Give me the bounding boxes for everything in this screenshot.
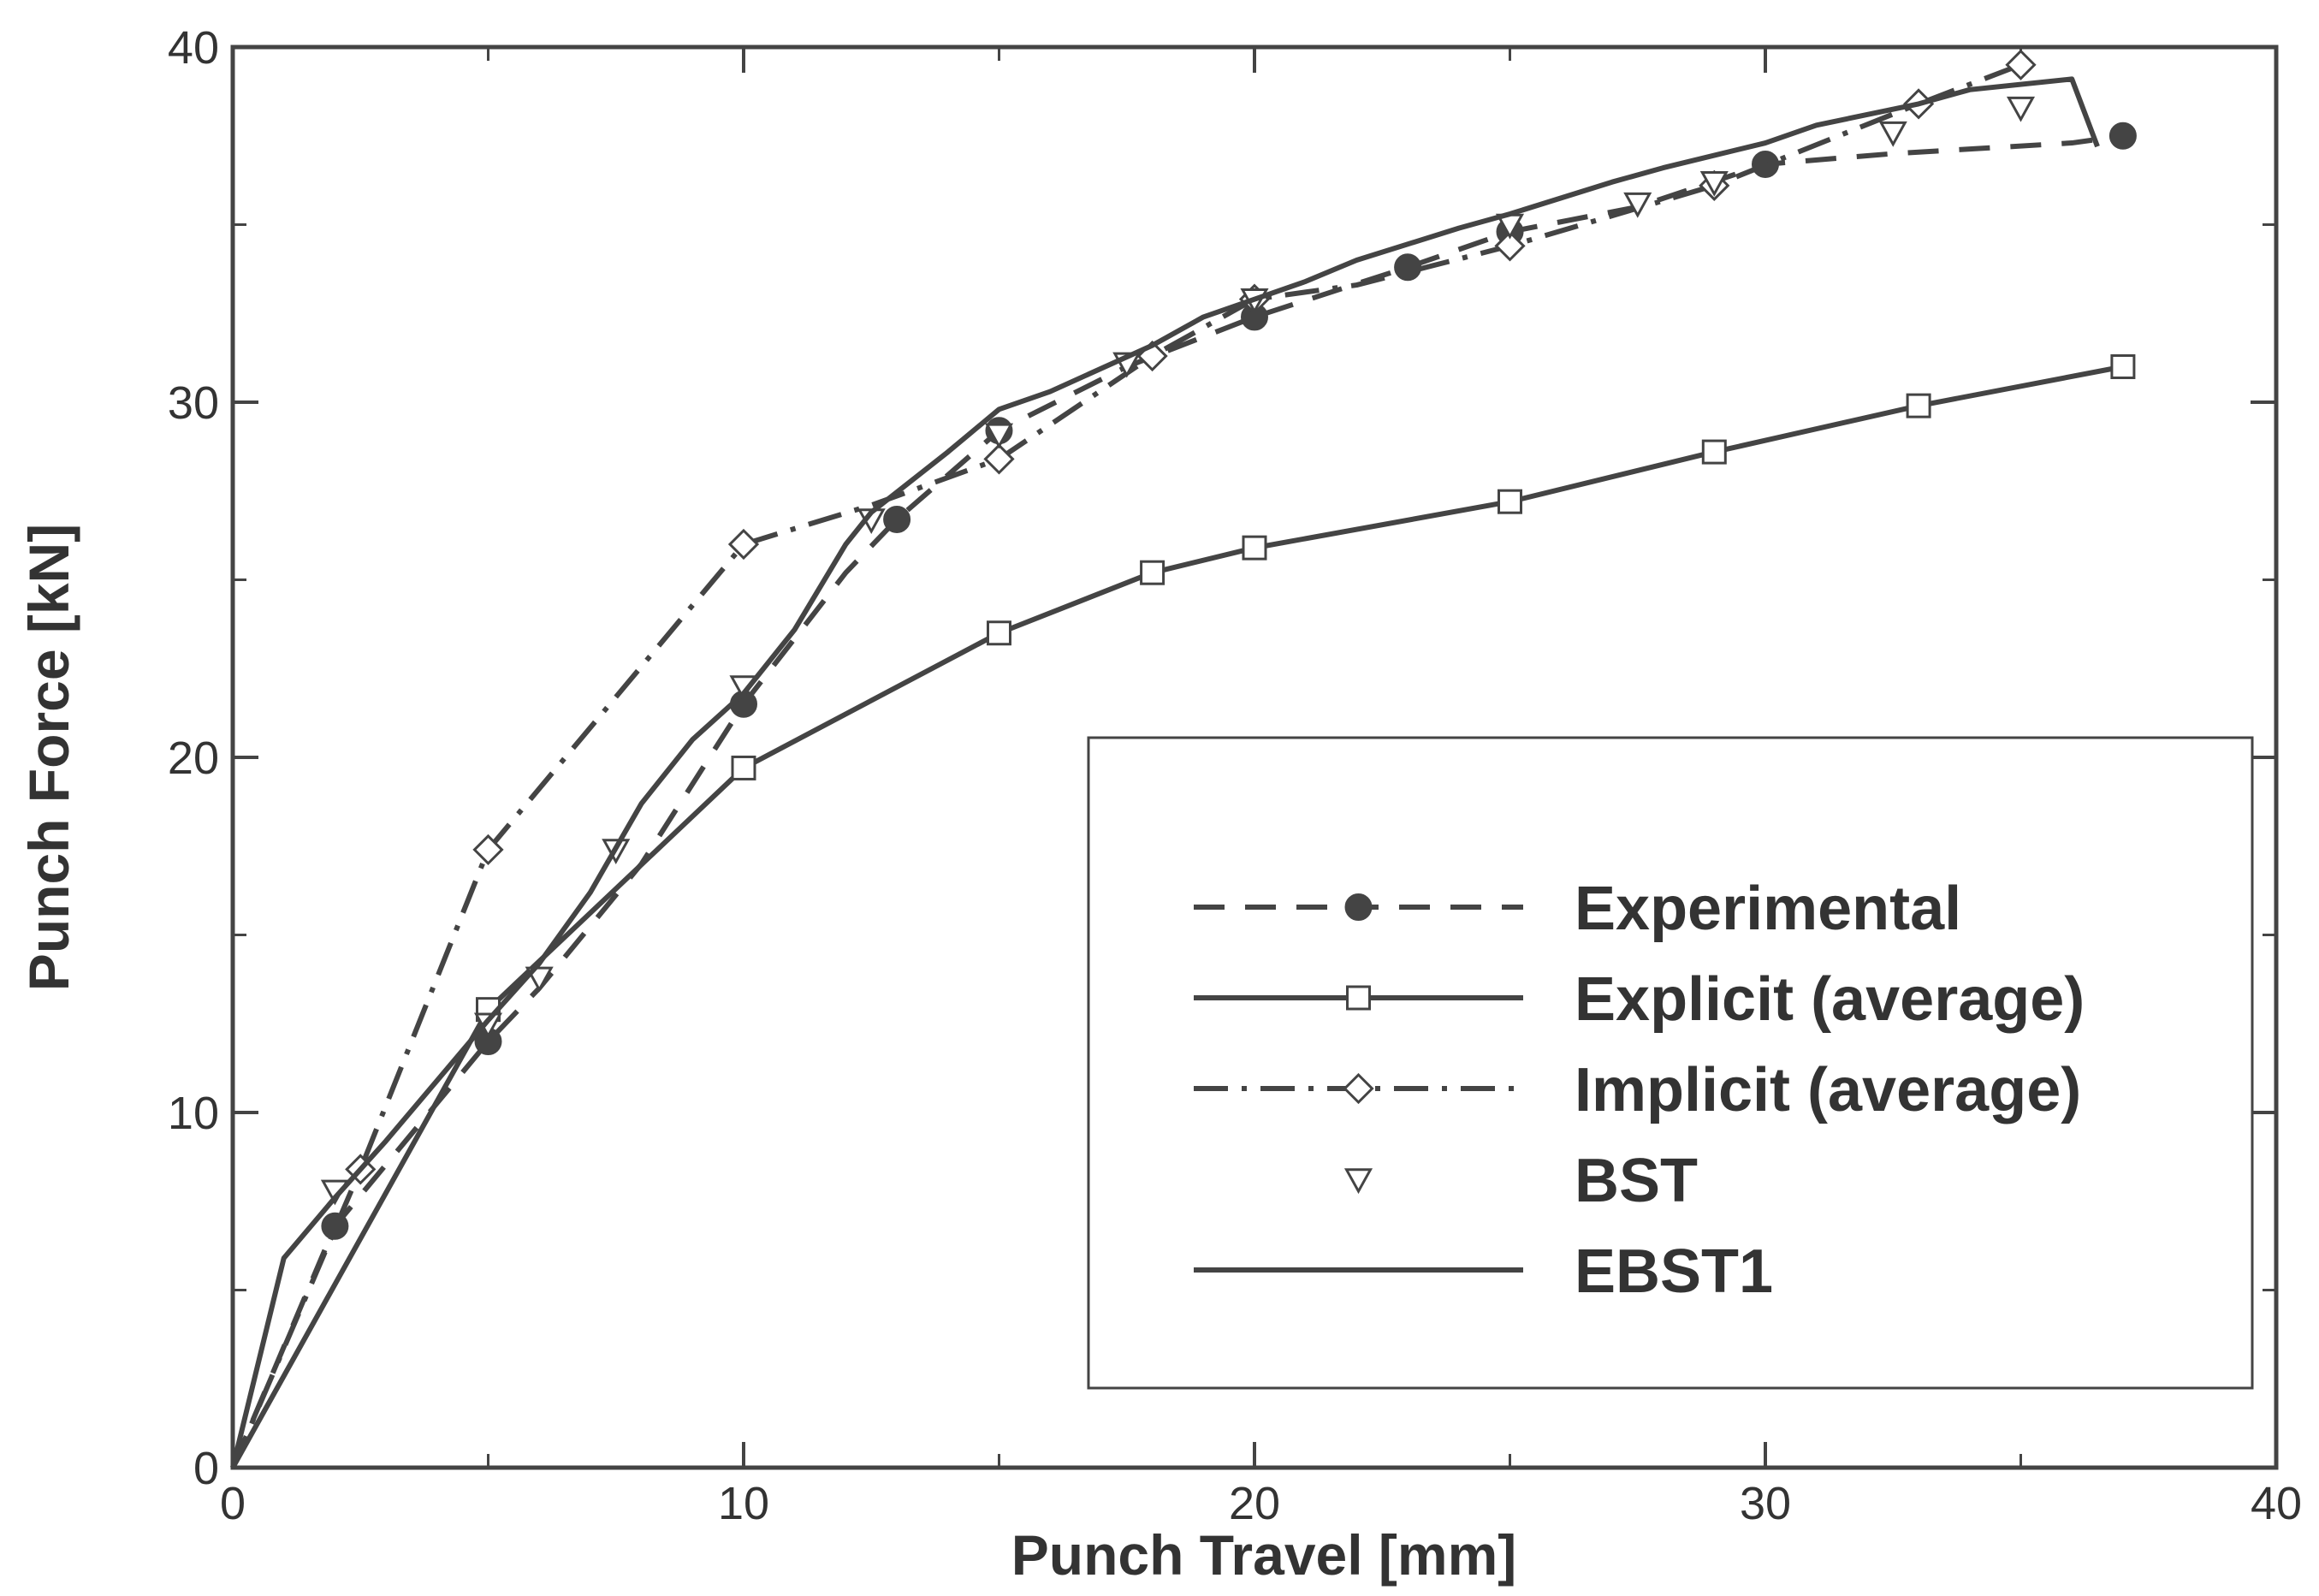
data-point-experimental: [2108, 122, 2137, 150]
data-point-implicit-average: [983, 443, 1015, 475]
data-point-explicit-average: [1498, 489, 1522, 514]
legend-label-ebst1: EBST1: [1575, 1237, 1773, 1306]
data-point-bst: [2006, 96, 2036, 122]
data-point-bst: [1878, 121, 1907, 147]
x-tick-label: 30: [1740, 1478, 1791, 1529]
series-layer: [230, 49, 2137, 1469]
y-tick-label: 10: [168, 1088, 219, 1139]
data-point-explicit-average: [2110, 354, 2136, 379]
data-point-explicit-average: [987, 620, 1011, 646]
data-point-implicit-average: [472, 834, 504, 866]
y-tick-label: 0: [193, 1443, 219, 1494]
y-tick-label: 30: [168, 377, 219, 429]
x-tick-label: 0: [220, 1478, 246, 1529]
series-line-explicit-average: [230, 364, 2124, 1469]
legend-marker-implicit-average: [1343, 1072, 1374, 1105]
legend-items: Experimental Explicit (average) Implicit (…: [1194, 875, 2085, 1306]
series-explicit-average: [230, 354, 2136, 1469]
axis-ticks: 0 10 20 30 40 0 10 20 30 40: [168, 22, 2302, 1529]
legend-item-bst: BST: [1343, 1147, 1698, 1215]
x-axis-title: Punch Travel [mm]: [1011, 1523, 1517, 1587]
x-tick-label: 10: [718, 1478, 769, 1529]
data-point-bst: [1623, 192, 1652, 218]
data-point-implicit-average: [2005, 49, 2037, 80]
y-tick-label: 40: [168, 22, 219, 74]
legend-label-experimental: Experimental: [1575, 875, 1961, 943]
data-point-experimental: [883, 505, 911, 533]
data-point-implicit-average: [727, 528, 760, 561]
data-point-explicit-average: [1701, 439, 1727, 465]
data-point-implicit-average: [1494, 230, 1526, 262]
legend-marker-explicit-average: [1346, 985, 1371, 1011]
legend-label-bst: BST: [1575, 1147, 1698, 1215]
data-point-explicit-average: [731, 755, 756, 780]
legend: Experimental Explicit (average) Implicit (…: [1087, 736, 2254, 1390]
legend-marker-bst: [1343, 1168, 1373, 1195]
legend-item-experimental: Experimental: [1194, 875, 1961, 943]
data-point-experimental: [321, 1212, 349, 1240]
y-tick-label: 20: [168, 733, 219, 784]
legend-label-implicit-average: Implicit (average): [1575, 1056, 2081, 1124]
legend-marker-experimental: [1344, 893, 1373, 921]
series-ebst1: [230, 76, 2100, 1468]
x-tick-label: 40: [2251, 1478, 2302, 1529]
legend-box: [1087, 736, 2254, 1390]
data-point-bst: [984, 423, 1014, 449]
data-point-explicit-average: [1906, 393, 1931, 418]
x-tick-label: 20: [1229, 1478, 1280, 1529]
series-line-ebst1: [230, 76, 2100, 1468]
legend-label-explicit-average: Explicit (average): [1575, 965, 2085, 1034]
legend-item-implicit-average: Implicit (average): [1194, 1056, 2081, 1124]
legend-item-explicit-average: Explicit (average): [1194, 965, 2085, 1034]
y-axis-title: Punch Force [kN]: [17, 524, 80, 991]
data-point-bst: [1699, 171, 1729, 197]
data-point-explicit-average: [1140, 560, 1165, 585]
legend-item-ebst1: EBST1: [1194, 1237, 1773, 1306]
series-implicit-average: [230, 49, 2037, 1469]
data-point-explicit-average: [1242, 535, 1267, 561]
